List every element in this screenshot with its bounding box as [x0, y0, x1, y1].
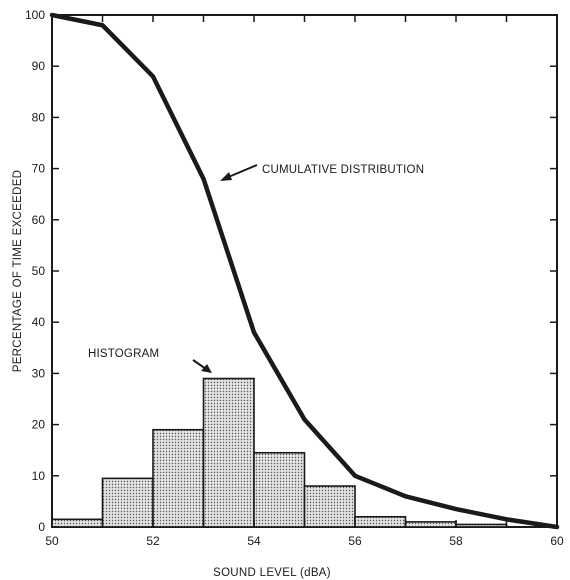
histogram-bar-2	[152, 428, 205, 528]
y-tick-label-40: 40	[32, 315, 46, 329]
histogram-bars	[51, 377, 508, 528]
histogram-bar-3	[202, 377, 255, 528]
y-tick-label-50: 50	[32, 264, 46, 278]
histogram-bar-7	[404, 521, 457, 528]
histogram-bar-1	[101, 477, 154, 528]
histogram-bar-4	[253, 451, 306, 528]
x-tick-label-58: 58	[449, 534, 463, 548]
y-tick-label-70: 70	[32, 162, 46, 176]
histogram-arrow-line	[192, 359, 207, 370]
histogram-annotation: HISTOGRAM	[88, 348, 212, 373]
y-tick-label-90: 90	[32, 59, 46, 73]
histogram-label: HISTOGRAM	[88, 348, 159, 360]
plot-frame	[51, 14, 558, 528]
histogram-bar-0	[51, 518, 104, 528]
y-tick-label-100: 100	[25, 8, 45, 22]
histogram-bar-5	[303, 485, 356, 528]
y-tick-label-30: 30	[32, 366, 46, 380]
y-tick-label-60: 60	[32, 213, 46, 227]
cumulative-annotation: CUMULATIVE DISTRIBUTION	[220, 164, 424, 181]
x-tick-label-60: 60	[550, 534, 564, 548]
x-tick-label-50: 50	[45, 534, 59, 548]
y-tick-label-0: 0	[38, 520, 45, 534]
cumulative-arrowhead	[220, 172, 232, 181]
histogram-arrowhead	[201, 364, 212, 373]
y-tick-label-80: 80	[32, 110, 46, 124]
cumulative-distribution-line	[49, 12, 560, 530]
x-axis-label: SOUND LEVEL (dBA)	[213, 567, 331, 579]
axis-ticks: 0 10 20 30 40 50 60 70 80 90 100 50 52 54 56 58 60	[25, 8, 564, 548]
histogram-bar-8	[455, 523, 508, 528]
x-tick-label-52: 52	[146, 534, 160, 548]
cumulative-arrow-line	[225, 164, 258, 179]
x-tick-label-56: 56	[348, 534, 362, 548]
cumulative-distribution-label: CUMULATIVE DISTRIBUTION	[262, 164, 424, 176]
x-tick-label-54: 54	[247, 534, 261, 548]
y-tick-label-20: 20	[32, 418, 46, 432]
y-tick-label-10: 10	[32, 469, 46, 483]
y-axis-label: PERCENTAGE OF TIME EXCEEDED	[12, 170, 24, 373]
histogram-bar-6	[354, 515, 407, 528]
